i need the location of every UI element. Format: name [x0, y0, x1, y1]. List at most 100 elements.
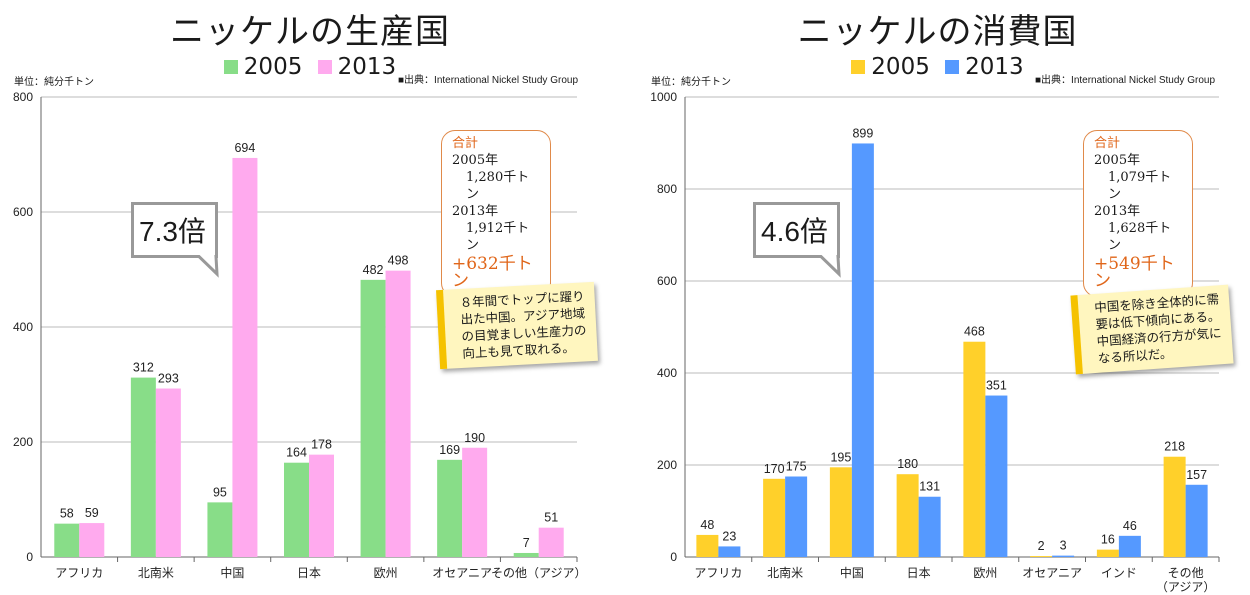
- data-label: 157: [1186, 468, 1207, 482]
- y-tick-label: 200: [13, 435, 33, 449]
- y-tick-label: 800: [657, 182, 677, 196]
- y-tick-label: 0: [26, 550, 33, 564]
- total-2013-value: 1,628千トン: [1108, 221, 1172, 253]
- data-label: 7: [523, 536, 530, 550]
- total-diff: +632千トン: [452, 254, 533, 291]
- bar-2013: [232, 157, 258, 557]
- bar-2005: [437, 459, 463, 557]
- legend-swatch-2005: [223, 60, 238, 74]
- data-label: 95: [213, 485, 227, 499]
- bar-2005: [1163, 456, 1186, 557]
- data-label: 58: [60, 507, 74, 521]
- bar-2005: [696, 534, 719, 557]
- data-label: 170: [764, 462, 785, 476]
- bar-2013: [718, 546, 741, 557]
- note-card: 中国を除き全体的に需 要は低下傾向にある。 中国経済の行方が気に なる所以だ。: [1070, 284, 1234, 375]
- data-label: 2: [1038, 539, 1045, 553]
- x-tick-label: オセアニア: [1022, 566, 1082, 580]
- legend-label-2013: 2013: [965, 54, 1024, 80]
- x-tick-label: アフリカ: [694, 566, 742, 580]
- bar-2005: [513, 552, 539, 557]
- x-tick-label: 中国: [220, 565, 244, 580]
- bar-2013: [918, 496, 941, 557]
- y-tick-label: 600: [657, 274, 677, 288]
- legend-label-2005: 2005: [871, 54, 930, 80]
- source-label: ■出典：International Nickel Study Group: [398, 75, 579, 86]
- production-chart: 0 200 400 600 800 アフリカ 58 59 北南米 312 293 中国 95 694 日本 1…: [13, 90, 587, 580]
- bar-2005: [763, 478, 786, 557]
- bar-2005: [130, 377, 156, 557]
- data-label: 3: [1060, 539, 1067, 553]
- x-tick-label: （アジア）: [1156, 580, 1216, 594]
- data-label: 175: [786, 460, 807, 474]
- total-2005-value: 1,079千トン: [1108, 170, 1172, 202]
- bar-2013: [79, 523, 105, 557]
- y-tick-label: 1000: [650, 90, 677, 104]
- bar-2005: [284, 462, 309, 557]
- data-label: 694: [234, 141, 255, 155]
- legend-item-2005: 2005: [851, 54, 930, 80]
- data-label: 16: [1101, 533, 1115, 547]
- data-label: 51: [544, 511, 558, 525]
- data-label: 195: [830, 450, 851, 464]
- legend-swatch-2013: [317, 60, 332, 74]
- total-2013-label: 2013年: [452, 204, 499, 219]
- x-tick-label: オセアニア: [432, 566, 492, 580]
- callout-bubble: [753, 202, 841, 278]
- bar-2005: [829, 467, 852, 557]
- bar-2005: [54, 523, 80, 557]
- consumption-panel: ニッケルの消費国 2005 2013 単位：純分千トン ■出典：Internat…: [625, 0, 1250, 595]
- bar-2005: [1030, 556, 1053, 557]
- chart-title: ニッケルの生産国: [170, 12, 450, 52]
- y-tick-label: 400: [13, 320, 33, 334]
- total-heading: 合計: [1094, 136, 1121, 151]
- unit-label: 単位：純分千トン: [14, 77, 94, 88]
- x-tick-label: その他（アジア）: [491, 566, 587, 580]
- data-label: 169: [439, 443, 460, 457]
- data-label: 178: [311, 438, 332, 452]
- total-box: 合計 2005年 1,079千トン 2013年 1,628千トン +549千トン: [1083, 130, 1193, 297]
- production-panel: ニッケルの生産国 2005 2013 単位：純分千トン ■出典：Internat…: [0, 0, 620, 595]
- growth-callout: 7.3倍: [131, 202, 231, 282]
- legend-item-2013: 2013: [317, 54, 396, 80]
- bar-2005: [963, 341, 986, 557]
- legend-item-2013: 2013: [945, 54, 1024, 80]
- data-label: 293: [158, 372, 179, 386]
- bar-2013: [538, 527, 564, 557]
- data-label: 312: [133, 361, 154, 375]
- data-label: 218: [1164, 440, 1185, 454]
- x-tick-label: アフリカ: [55, 566, 103, 580]
- bar-2013: [785, 476, 808, 557]
- unit-label: 単位：純分千トン: [651, 77, 731, 88]
- bar-2013: [155, 388, 181, 557]
- y-tick-label: 0: [670, 550, 677, 564]
- total-2013-value: 1,912千トン: [466, 221, 530, 253]
- bar-2013: [385, 270, 411, 557]
- data-label: 190: [464, 431, 485, 445]
- data-label: 899: [852, 126, 873, 140]
- data-label: 180: [897, 457, 918, 471]
- total-2005-label: 2005年: [452, 153, 499, 168]
- callout-text: 7.3倍: [139, 216, 206, 247]
- bar-2005: [207, 502, 233, 557]
- growth-callout: 4.6倍: [753, 202, 853, 282]
- bar-2013: [462, 447, 488, 557]
- data-label: 23: [722, 529, 736, 543]
- total-box: 合計 2005年 1,280千トン 2013年 1,912千トン +632千トン: [441, 130, 551, 297]
- bar-2005: [360, 279, 386, 557]
- y-tick-label: 200: [657, 458, 677, 472]
- bar-2013: [1118, 535, 1141, 557]
- x-tick-label: 北南米: [138, 565, 174, 580]
- x-tick-label: 中国: [840, 565, 864, 580]
- x-tick-label: 日本: [907, 566, 931, 580]
- bar-2005: [1096, 549, 1119, 557]
- legend-label-2005: 2005: [243, 54, 303, 80]
- legend: 2005 2013: [625, 54, 1250, 80]
- x-tick-label: 北南米: [767, 565, 803, 580]
- chart-title: ニッケルの消費国: [797, 12, 1078, 52]
- data-label: 468: [964, 325, 985, 339]
- legend-item-2005: 2005: [223, 54, 303, 80]
- data-label: 46: [1123, 519, 1137, 533]
- total-2013-label: 2013年: [1094, 204, 1141, 219]
